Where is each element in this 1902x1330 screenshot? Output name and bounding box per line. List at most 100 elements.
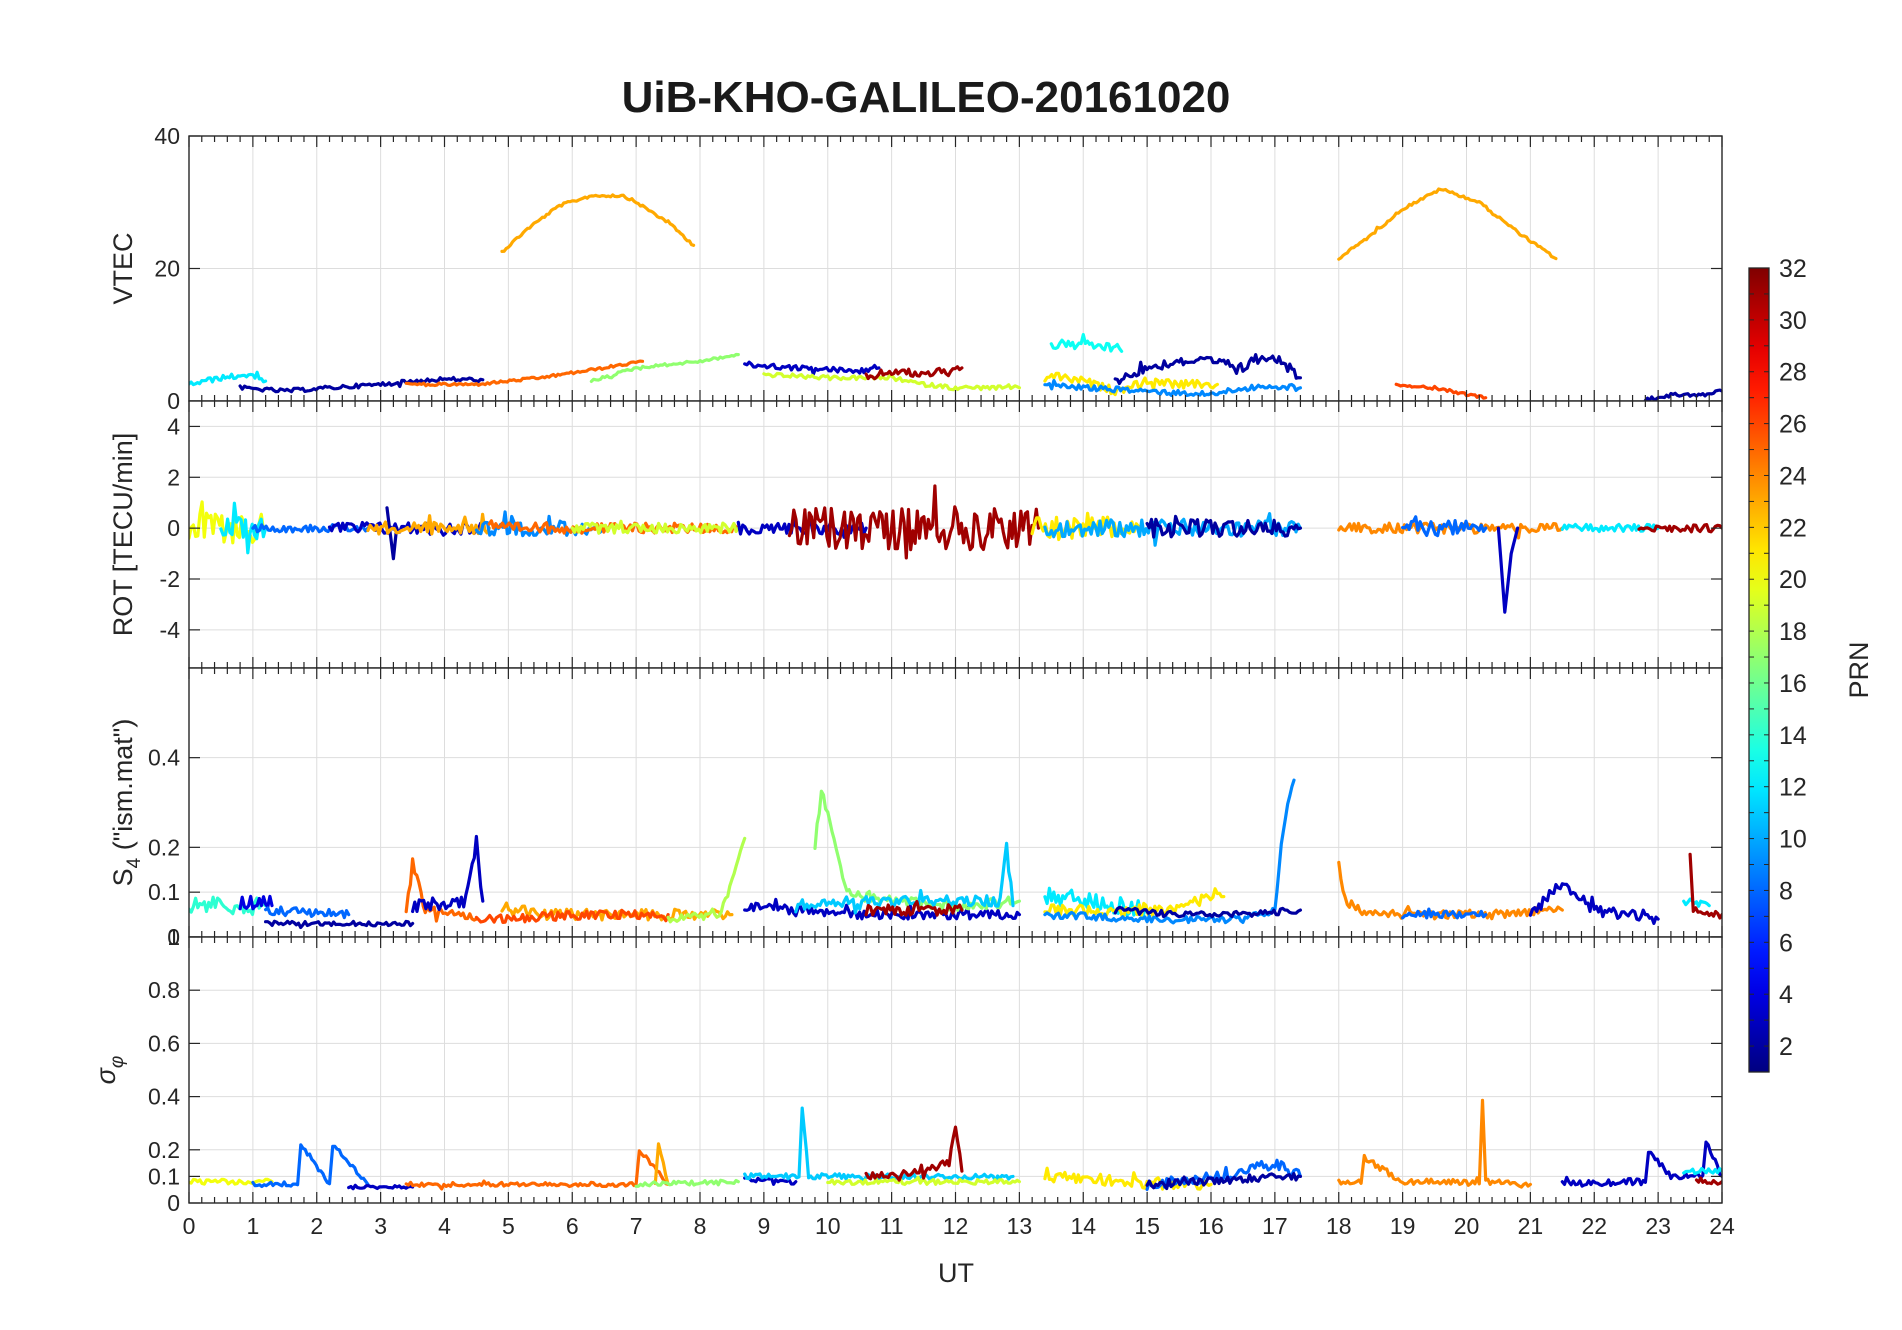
series-line bbox=[826, 1175, 1022, 1187]
colorbar-tick-label: 2 bbox=[1779, 1033, 1793, 1061]
x-tick-label: 10 bbox=[815, 1213, 841, 1239]
y-axis-label: VTEC bbox=[108, 232, 138, 304]
panel-vtec: 0 20 40 VTEC bbox=[108, 123, 1723, 414]
y-tick-label: 2 bbox=[167, 464, 180, 490]
x-tick-label: 1 bbox=[246, 1213, 259, 1239]
series-line bbox=[251, 522, 370, 534]
series-line bbox=[1337, 1098, 1533, 1189]
series-line bbox=[264, 905, 351, 920]
series-line bbox=[189, 1177, 274, 1186]
x-tick-label: 21 bbox=[1518, 1213, 1544, 1239]
y-tick-label: 20 bbox=[154, 256, 180, 282]
x-tick-label: 24 bbox=[1709, 1213, 1735, 1239]
series-line bbox=[1113, 905, 1303, 919]
series-line bbox=[1528, 882, 1660, 926]
colorbar-tick-label: 22 bbox=[1779, 514, 1807, 542]
series-line bbox=[1688, 852, 1722, 920]
colorbar-tick-label: 6 bbox=[1779, 929, 1793, 957]
series-line bbox=[1637, 522, 1722, 534]
x-tick-label: 17 bbox=[1262, 1213, 1288, 1239]
series-line bbox=[238, 375, 485, 394]
y-axis-label: S4 ("ism.mat") bbox=[108, 719, 145, 887]
y-tick-label: 0.4 bbox=[148, 1084, 180, 1110]
x-tick-label: 7 bbox=[630, 1213, 643, 1239]
colorbar-tick-label: 14 bbox=[1779, 722, 1807, 750]
series-line bbox=[743, 897, 1022, 921]
x-tick-label: 0 bbox=[183, 1213, 196, 1239]
y-tick-label: 0.8 bbox=[148, 977, 180, 1003]
y-axis-label: ROT [TECU/min] bbox=[108, 433, 138, 637]
x-tick-label: 11 bbox=[880, 1213, 904, 1239]
x-tick-label: 5 bbox=[502, 1213, 515, 1239]
colorbar-frame bbox=[1748, 267, 1770, 1073]
y-tick-label: 0 bbox=[167, 1190, 180, 1216]
panel-s4: 0 0.1 0.2 0.4S4 ("ism.mat") bbox=[108, 667, 1723, 950]
series-line bbox=[411, 834, 485, 914]
series-line bbox=[634, 1178, 740, 1188]
series-line bbox=[404, 359, 645, 388]
x-tick-label: 15 bbox=[1134, 1213, 1160, 1239]
x-axis-label: UT bbox=[938, 1258, 974, 1288]
series-line bbox=[1043, 379, 1303, 397]
y-tick-label: 0.6 bbox=[148, 1030, 180, 1056]
colorbar-tick-label: 8 bbox=[1779, 877, 1793, 905]
x-tick-label: 23 bbox=[1645, 1213, 1671, 1239]
y-tick-label: 0.1 bbox=[148, 1163, 180, 1189]
colorbar-tick-label: 30 bbox=[1779, 307, 1807, 335]
series-line bbox=[589, 352, 740, 383]
series-line bbox=[794, 841, 1015, 915]
x-tick-label: 12 bbox=[943, 1213, 969, 1239]
colorbar-tick-label: 18 bbox=[1779, 618, 1807, 646]
x-tick-label: 13 bbox=[1007, 1213, 1033, 1239]
series-line bbox=[1560, 522, 1660, 534]
series-line bbox=[1394, 382, 1488, 400]
x-tick-label: 18 bbox=[1326, 1213, 1352, 1239]
colorbar-tick-label: 26 bbox=[1779, 411, 1807, 439]
series-line bbox=[1496, 526, 1520, 614]
y-tick-label: -2 bbox=[160, 566, 180, 592]
series-line bbox=[743, 360, 881, 376]
x-tick-label: 20 bbox=[1454, 1213, 1480, 1239]
series-line bbox=[189, 370, 268, 387]
series-line bbox=[404, 1149, 670, 1191]
panel-rot: -4 -2 0 2 4 ROT [TECU/min] bbox=[108, 400, 1723, 669]
series-line bbox=[1682, 1166, 1722, 1176]
series-line bbox=[743, 1175, 798, 1186]
y-tick-label: 0 bbox=[167, 924, 180, 950]
series-line bbox=[1400, 907, 1488, 920]
series-line bbox=[666, 836, 747, 924]
colorbar-tick-label: 28 bbox=[1779, 359, 1807, 387]
series-line bbox=[1337, 860, 1564, 921]
colorbar-label: PRN bbox=[1844, 641, 1874, 698]
x-tick-label: 16 bbox=[1198, 1213, 1224, 1239]
series-line bbox=[570, 519, 740, 535]
y-tick-label: -4 bbox=[160, 617, 181, 643]
series-line bbox=[347, 1183, 415, 1191]
x-tick-label: 6 bbox=[566, 1213, 579, 1239]
colorbar-tick-label: 16 bbox=[1779, 670, 1807, 698]
series-line bbox=[1113, 353, 1303, 386]
y-tick-label: 0.2 bbox=[148, 1137, 180, 1163]
series-line bbox=[385, 506, 399, 561]
series-line bbox=[189, 895, 268, 917]
series-line bbox=[264, 919, 415, 930]
series-line bbox=[653, 1142, 670, 1187]
series-line bbox=[1145, 1158, 1303, 1192]
colorbar-tick-label: 32 bbox=[1779, 255, 1807, 283]
series-line bbox=[864, 1125, 964, 1182]
y-tick-label: 1 bbox=[167, 924, 180, 950]
series-line bbox=[500, 193, 696, 253]
y-axis-label: σφ bbox=[91, 1056, 128, 1085]
series-line bbox=[1694, 1176, 1722, 1186]
y-tick-label: 0.2 bbox=[148, 834, 180, 860]
x-tick-label: 8 bbox=[694, 1213, 707, 1239]
x-tick-label: 4 bbox=[438, 1213, 451, 1239]
series-line bbox=[762, 371, 1022, 392]
series-line bbox=[787, 484, 1041, 560]
y-tick-label: 4 bbox=[167, 413, 180, 439]
series-line bbox=[1560, 1140, 1722, 1188]
y-tick-label: 0 bbox=[167, 388, 180, 414]
y-tick-label: 0 bbox=[167, 515, 180, 541]
